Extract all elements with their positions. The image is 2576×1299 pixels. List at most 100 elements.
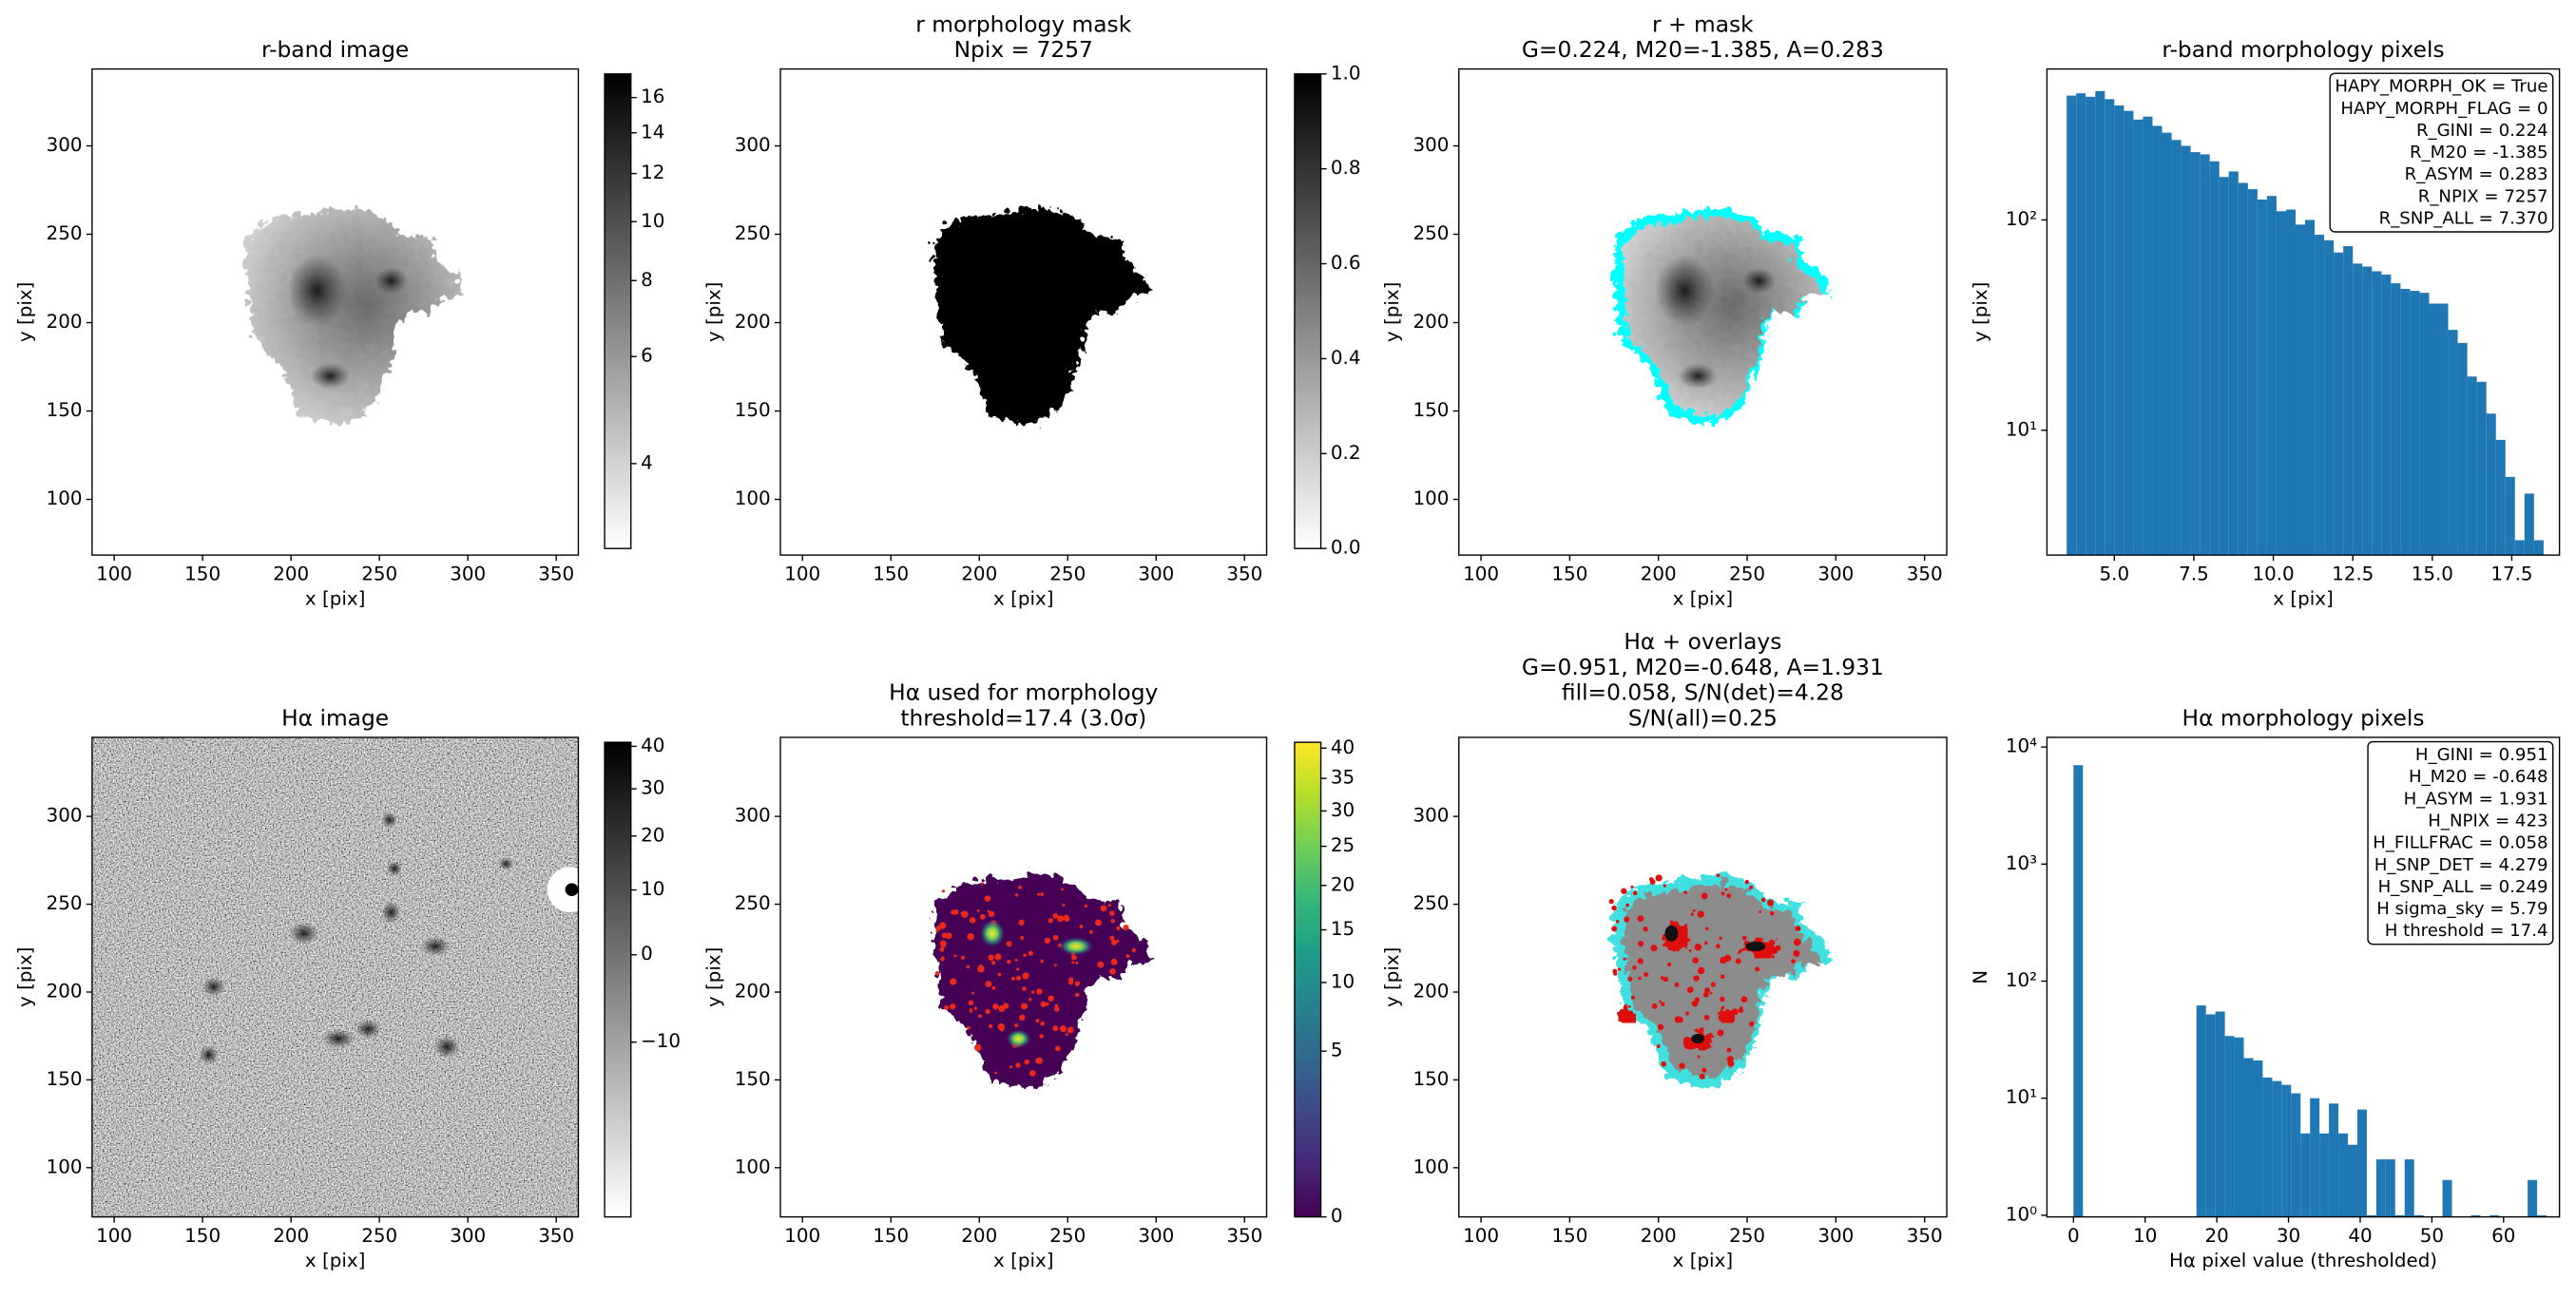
bar xyxy=(2528,1179,2538,1217)
bar xyxy=(2114,105,2124,556)
speck xyxy=(1615,919,1620,924)
y-tick-label: 150 xyxy=(735,399,771,421)
speck xyxy=(1638,941,1644,947)
speck xyxy=(1057,915,1065,923)
colorbar xyxy=(604,73,632,549)
plot-area xyxy=(1608,203,1829,421)
speck xyxy=(1638,976,1642,981)
speck xyxy=(1054,1045,1061,1052)
axes-frame xyxy=(779,736,1268,1218)
y-tick-label: 300 xyxy=(1413,134,1449,156)
speck xyxy=(1630,885,1634,888)
emission-spot xyxy=(433,1035,460,1059)
colorbar-tick-label: 10 xyxy=(641,878,664,900)
speck xyxy=(967,1025,971,1030)
panel-title: threshold=17.4 (3.0σ) xyxy=(900,704,1146,731)
speck xyxy=(1623,957,1626,961)
speck xyxy=(979,913,986,920)
bar xyxy=(2095,90,2105,556)
bar xyxy=(2338,1133,2349,1217)
y-tick-label: 10³ xyxy=(2006,852,2037,874)
bar xyxy=(2073,765,2084,1217)
x-axis-label: x [pix] xyxy=(1673,587,1733,609)
speck xyxy=(1759,910,1761,914)
bar xyxy=(2224,1036,2235,1217)
speck xyxy=(1755,966,1760,972)
bar xyxy=(2300,1133,2311,1217)
x-tick-label: 300 xyxy=(1138,1225,1174,1247)
speck xyxy=(961,955,966,960)
speck xyxy=(1720,974,1725,980)
speck xyxy=(1015,1062,1021,1068)
bar xyxy=(2348,1144,2357,1217)
source-core xyxy=(287,254,347,327)
speck xyxy=(1721,891,1725,896)
colorbar-tick-label: 8 xyxy=(641,269,653,291)
annotation-line: H sigma_sky = 5.79 xyxy=(2376,899,2547,919)
colorbar-tick-label: 10 xyxy=(1331,970,1355,992)
core xyxy=(1664,925,1679,942)
x-tick-label: 200 xyxy=(961,563,997,584)
speck xyxy=(1037,892,1041,896)
axes-frame xyxy=(779,67,1268,556)
colorbar-tick-label: 16 xyxy=(641,86,664,107)
speck xyxy=(984,895,991,902)
bar xyxy=(2343,246,2354,556)
speck xyxy=(968,1000,974,1006)
axes-frame xyxy=(2046,736,2561,1218)
speck xyxy=(1079,925,1084,928)
bar xyxy=(2375,1159,2386,1217)
annotation-line: R_NPIX = 7257 xyxy=(2418,186,2548,206)
y-tick-label: 10⁰ xyxy=(2006,1203,2037,1225)
speck xyxy=(1769,910,1775,916)
speck xyxy=(1740,996,1748,1003)
speck xyxy=(1014,958,1018,962)
speck xyxy=(1007,959,1011,965)
speck xyxy=(950,978,957,985)
bright-core xyxy=(979,918,1006,948)
y-tick-label: 250 xyxy=(1413,892,1449,914)
plot-area xyxy=(2073,765,2547,1217)
speck xyxy=(1084,904,1088,908)
speck xyxy=(997,1022,1005,1031)
bar xyxy=(2243,1058,2254,1217)
speck xyxy=(991,985,996,990)
colorbar-tick-label: 0.0 xyxy=(1331,537,1361,559)
speck xyxy=(998,1004,1006,1012)
plot-area xyxy=(930,203,1149,421)
y-tick-label: 300 xyxy=(735,134,771,156)
speck xyxy=(1048,917,1054,924)
speck xyxy=(1679,1062,1685,1069)
speck xyxy=(934,971,940,976)
y-tick-label: 200 xyxy=(1413,980,1449,1002)
y-axis-label: y [pix] xyxy=(1381,282,1403,342)
speck xyxy=(1655,874,1663,882)
x-tick-label: 350 xyxy=(1226,563,1262,584)
bar xyxy=(2476,381,2487,556)
speck xyxy=(1020,935,1025,941)
speck xyxy=(941,932,948,939)
speck xyxy=(1074,981,1081,986)
speck xyxy=(988,954,994,961)
speck xyxy=(1054,1003,1059,1008)
speck xyxy=(1107,904,1111,907)
speck xyxy=(1651,1003,1658,1009)
speck xyxy=(1686,938,1691,943)
speck xyxy=(944,1004,950,1010)
detected-region xyxy=(1712,1004,1733,1022)
speck xyxy=(1644,972,1649,977)
speck xyxy=(1661,1002,1665,1006)
speck xyxy=(1697,966,1705,975)
x-tick-label: 300 xyxy=(450,563,486,584)
annotation-line: H_ASYM = 1.931 xyxy=(2404,789,2548,809)
bar xyxy=(2219,177,2229,556)
speck xyxy=(1611,926,1618,932)
bar xyxy=(2505,476,2515,556)
colorbar-tick-label: 5 xyxy=(1331,1040,1343,1061)
x-tick-label: 60 xyxy=(2491,1225,2515,1247)
speck xyxy=(987,909,990,913)
axes-frame xyxy=(91,736,580,1218)
